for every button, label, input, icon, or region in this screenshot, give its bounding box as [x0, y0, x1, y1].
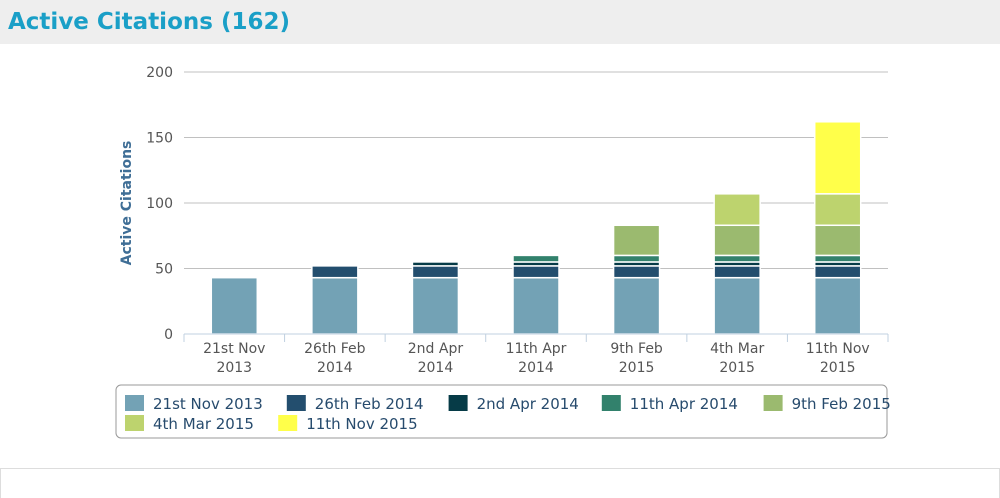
- x-tick-label: 2nd Apr: [408, 341, 464, 357]
- bar-segment[interactable]: [512, 265, 560, 279]
- legend-item[interactable]: 9th Feb 2015: [763, 395, 891, 413]
- x-tick-label: 11th Apr: [506, 341, 567, 357]
- legend-label: 9th Feb 2015: [792, 395, 891, 413]
- bottom-panel: [0, 468, 1000, 498]
- page-header: Active Citations (162): [0, 0, 1000, 44]
- y-axis-label: Active Citations: [119, 141, 135, 266]
- bar-segment[interactable]: [512, 276, 560, 335]
- bar-segment[interactable]: [813, 254, 862, 263]
- x-tick-label: 2015: [619, 360, 655, 376]
- legend-item[interactable]: 11th Nov 2015: [278, 415, 418, 433]
- bar-segment[interactable]: [612, 276, 661, 335]
- legend-swatch: [125, 395, 144, 411]
- bar-segment[interactable]: [713, 254, 761, 263]
- stacked-bar-chart: 21st Nov 2013 26th Feb 2014 2nd Apr 2014 11th …: [115, 65, 891, 439]
- bar-segment[interactable]: [612, 224, 661, 257]
- bar-segment[interactable]: [813, 276, 862, 335]
- bar-segment[interactable]: [612, 265, 661, 279]
- bar-segment[interactable]: [210, 276, 259, 335]
- x-tick-label: 2014: [518, 360, 554, 376]
- bar-segment[interactable]: [612, 254, 661, 263]
- bar-segment[interactable]: [411, 265, 460, 279]
- x-tick-label: 2015: [719, 360, 755, 376]
- bar-segment[interactable]: [411, 261, 460, 267]
- bar-segment[interactable]: [713, 276, 761, 335]
- x-tick-label: 2015: [820, 360, 856, 376]
- legend-label: 21st Nov 2013: [153, 395, 263, 413]
- legend-item[interactable]: 11th Apr 2014: [601, 395, 738, 413]
- x-tick-label: 2014: [418, 360, 454, 376]
- bar-segment[interactable]: [311, 265, 359, 279]
- legend-item[interactable]: 2nd Apr 2014: [448, 395, 579, 413]
- bar-segment[interactable]: [813, 121, 862, 195]
- y-tick-label: 100: [146, 196, 173, 212]
- x-tick-label: 2014: [317, 360, 353, 376]
- y-tick-label: 0: [164, 327, 173, 343]
- bar-segment[interactable]: [713, 224, 761, 257]
- legend-swatch: [763, 395, 783, 411]
- legend-box: [115, 384, 888, 439]
- x-tick-label: 2013: [216, 360, 252, 376]
- x-tick-label: 11th Nov: [806, 341, 870, 357]
- x-axis: 21st Nov 2013 26th Feb 2014 2nd Apr 2014 11th …: [183, 333, 889, 376]
- x-tick-label: 26th Feb: [304, 341, 366, 357]
- legend-swatch: [125, 415, 144, 431]
- legend-label: 11th Apr 2014: [630, 395, 738, 413]
- y-tick-label: 150: [146, 131, 173, 147]
- bar-segment[interactable]: [713, 193, 761, 227]
- bar-segment[interactable]: [512, 254, 560, 263]
- legend-swatch: [278, 415, 298, 431]
- x-tick-label: 4th Mar: [710, 341, 764, 357]
- bar-segment[interactable]: [813, 193, 862, 227]
- x-tick-label: 21st Nov: [203, 341, 265, 357]
- bar-segment[interactable]: [813, 224, 862, 257]
- legend-label: 26th Feb 2014: [315, 395, 424, 413]
- legend-item[interactable]: 21st Nov 2013: [125, 395, 263, 413]
- x-tick-label: 9th Feb: [610, 341, 663, 357]
- bar-segment[interactable]: [411, 276, 460, 335]
- bar-segment[interactable]: [311, 276, 359, 335]
- legend-label: 11th Nov 2015: [306, 415, 417, 433]
- legend-swatch: [286, 395, 306, 411]
- bar-segment[interactable]: [813, 265, 862, 279]
- legend-item[interactable]: 4th Mar 2015: [125, 415, 254, 433]
- chart-container: 21st Nov 2013 26th Feb 2014 2nd Apr 2014 11th …: [0, 44, 1000, 464]
- legend-swatch: [601, 395, 621, 411]
- y-axis: 0 50 100 150 200: [146, 65, 173, 343]
- y-tick-label: 200: [146, 65, 173, 81]
- legend-label: 2nd Apr 2014: [477, 395, 579, 413]
- legend-item[interactable]: 26th Feb 2014: [286, 395, 424, 413]
- page-title: Active Citations (162): [8, 9, 290, 35]
- bars: [210, 121, 862, 335]
- legend[interactable]: 21st Nov 2013 26th Feb 2014 2nd Apr 2014 11…: [115, 384, 891, 439]
- y-tick-label: 50: [155, 262, 173, 278]
- bar-segment[interactable]: [713, 265, 761, 279]
- legend-swatch: [448, 395, 468, 411]
- legend-label: 4th Mar 2015: [153, 415, 254, 433]
